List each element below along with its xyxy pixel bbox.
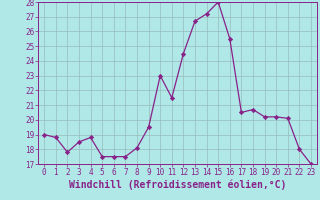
X-axis label: Windchill (Refroidissement éolien,°C): Windchill (Refroidissement éolien,°C) [69,180,286,190]
